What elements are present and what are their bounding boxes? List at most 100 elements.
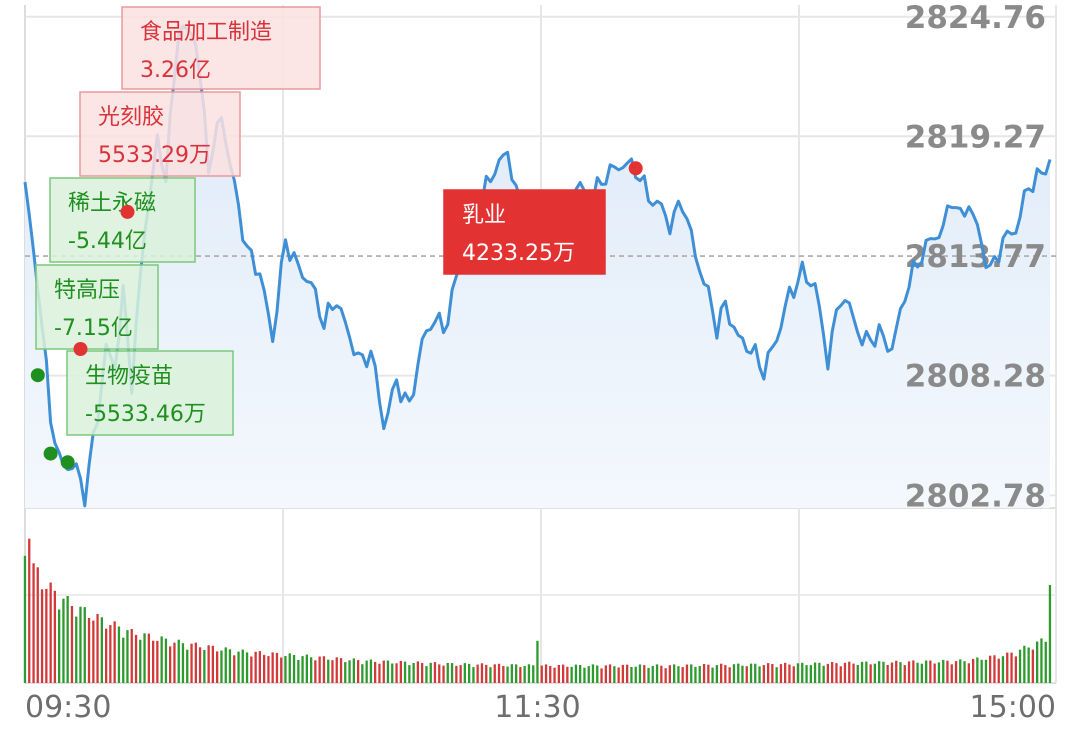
volume-bar	[113, 621, 116, 683]
volume-bar	[882, 661, 885, 683]
y-tick-label: 2819.27	[905, 119, 1046, 155]
volume-bar	[433, 662, 437, 683]
volume-bar	[258, 651, 261, 683]
volume-bar	[408, 665, 411, 683]
volume-bar	[549, 666, 552, 683]
volume-bar	[463, 663, 466, 683]
volume-bar	[972, 658, 975, 683]
x-axis-labels: 09:30 11:30 15:00	[25, 690, 1056, 725]
volume-bar	[365, 660, 368, 683]
volume-bar	[942, 659, 945, 683]
volume-bar	[438, 664, 441, 683]
volume-bar	[826, 663, 829, 683]
volume-bar	[220, 650, 223, 683]
annotation-box	[35, 264, 159, 350]
volume-bar	[702, 664, 706, 683]
volume-bar	[186, 649, 189, 683]
volume-bar	[160, 636, 163, 683]
volume-bar	[527, 664, 531, 683]
volume-bar	[1040, 638, 1043, 683]
annotation-title: 稀土永磁	[68, 191, 156, 216]
volume-bar	[843, 662, 847, 683]
volume-bar	[87, 618, 91, 683]
volume-bar	[164, 638, 168, 683]
volume-bar	[339, 658, 343, 683]
volume-bar	[493, 664, 496, 683]
volume-bar	[890, 662, 894, 683]
annotation-0: 食品加工制造 3.26亿	[121, 6, 321, 90]
volume-bar	[480, 663, 484, 683]
volume-bar	[382, 660, 385, 683]
volume-bar	[502, 666, 505, 683]
annotation-value: -5.44亿	[68, 229, 147, 254]
volume-bar	[1014, 656, 1017, 683]
volume-bar	[899, 662, 902, 683]
volume-bar	[194, 642, 197, 683]
volume-bar	[322, 656, 326, 683]
volume-bar	[946, 660, 949, 683]
volume-bar	[767, 663, 770, 683]
x-tick-label: 11:30	[494, 690, 580, 725]
volume-bar	[459, 665, 462, 683]
volume-bar	[1018, 649, 1022, 683]
volume-bar	[79, 606, 82, 683]
annotation-5: 乳业 4233.25万	[443, 189, 606, 275]
volume-bar	[579, 665, 582, 683]
volume-bar	[643, 665, 646, 683]
annotation-value: 3.26亿	[140, 58, 211, 83]
annotation-title: 光刻胶	[98, 105, 164, 130]
volume-bar	[352, 658, 355, 683]
volume-bar	[506, 666, 509, 683]
volume-bar	[318, 656, 321, 683]
volume-bar	[886, 665, 889, 683]
volume-bar	[472, 667, 475, 683]
volume-bar	[557, 665, 560, 683]
volume-bar	[920, 663, 923, 683]
volume-bar	[715, 665, 718, 683]
volume-bar	[416, 661, 419, 683]
volume-bar	[660, 665, 663, 683]
volume-bar	[933, 663, 936, 683]
volume-bar	[58, 609, 61, 683]
volume-bar	[788, 664, 791, 683]
volume-bar	[950, 664, 953, 683]
volume-bar	[510, 664, 513, 683]
volume-bar	[263, 654, 266, 683]
volume-bar	[254, 651, 257, 683]
volume-bar	[818, 662, 821, 683]
volume-bar	[634, 666, 637, 683]
volume-bar	[860, 661, 864, 683]
volume-bar	[1044, 641, 1047, 683]
volume-bar	[130, 629, 133, 683]
annotation-value: -7.15亿	[54, 316, 133, 341]
green-event-marker	[60, 455, 75, 470]
volume-bar	[553, 667, 556, 683]
volume-bar	[275, 652, 279, 683]
volume-bar	[344, 662, 347, 683]
annotation-value: 4233.25万	[462, 241, 575, 266]
volume-bar	[280, 657, 283, 683]
volume-bar	[122, 637, 125, 683]
annotation-value: 5533.29万	[98, 143, 211, 168]
volume-bar	[976, 657, 979, 683]
volume-bar	[681, 667, 684, 683]
volume-bar	[574, 664, 578, 683]
volume-bar	[600, 668, 603, 683]
volume-bar	[378, 663, 381, 683]
volume-bar	[92, 620, 95, 683]
volume-bar	[929, 660, 932, 683]
volume-bar	[271, 652, 274, 683]
volume-bar	[536, 640, 539, 684]
volume-bar	[813, 662, 817, 683]
x-tick-label: 09:30	[25, 690, 111, 725]
volume-bar	[856, 665, 859, 683]
volume-bar	[70, 606, 74, 683]
volume-bar	[724, 665, 727, 683]
volume-bar	[421, 663, 424, 683]
volume-bar	[737, 663, 740, 683]
volume-bar	[357, 660, 360, 683]
annotation-title: 特高压	[54, 278, 120, 303]
volume-bar	[399, 660, 402, 683]
